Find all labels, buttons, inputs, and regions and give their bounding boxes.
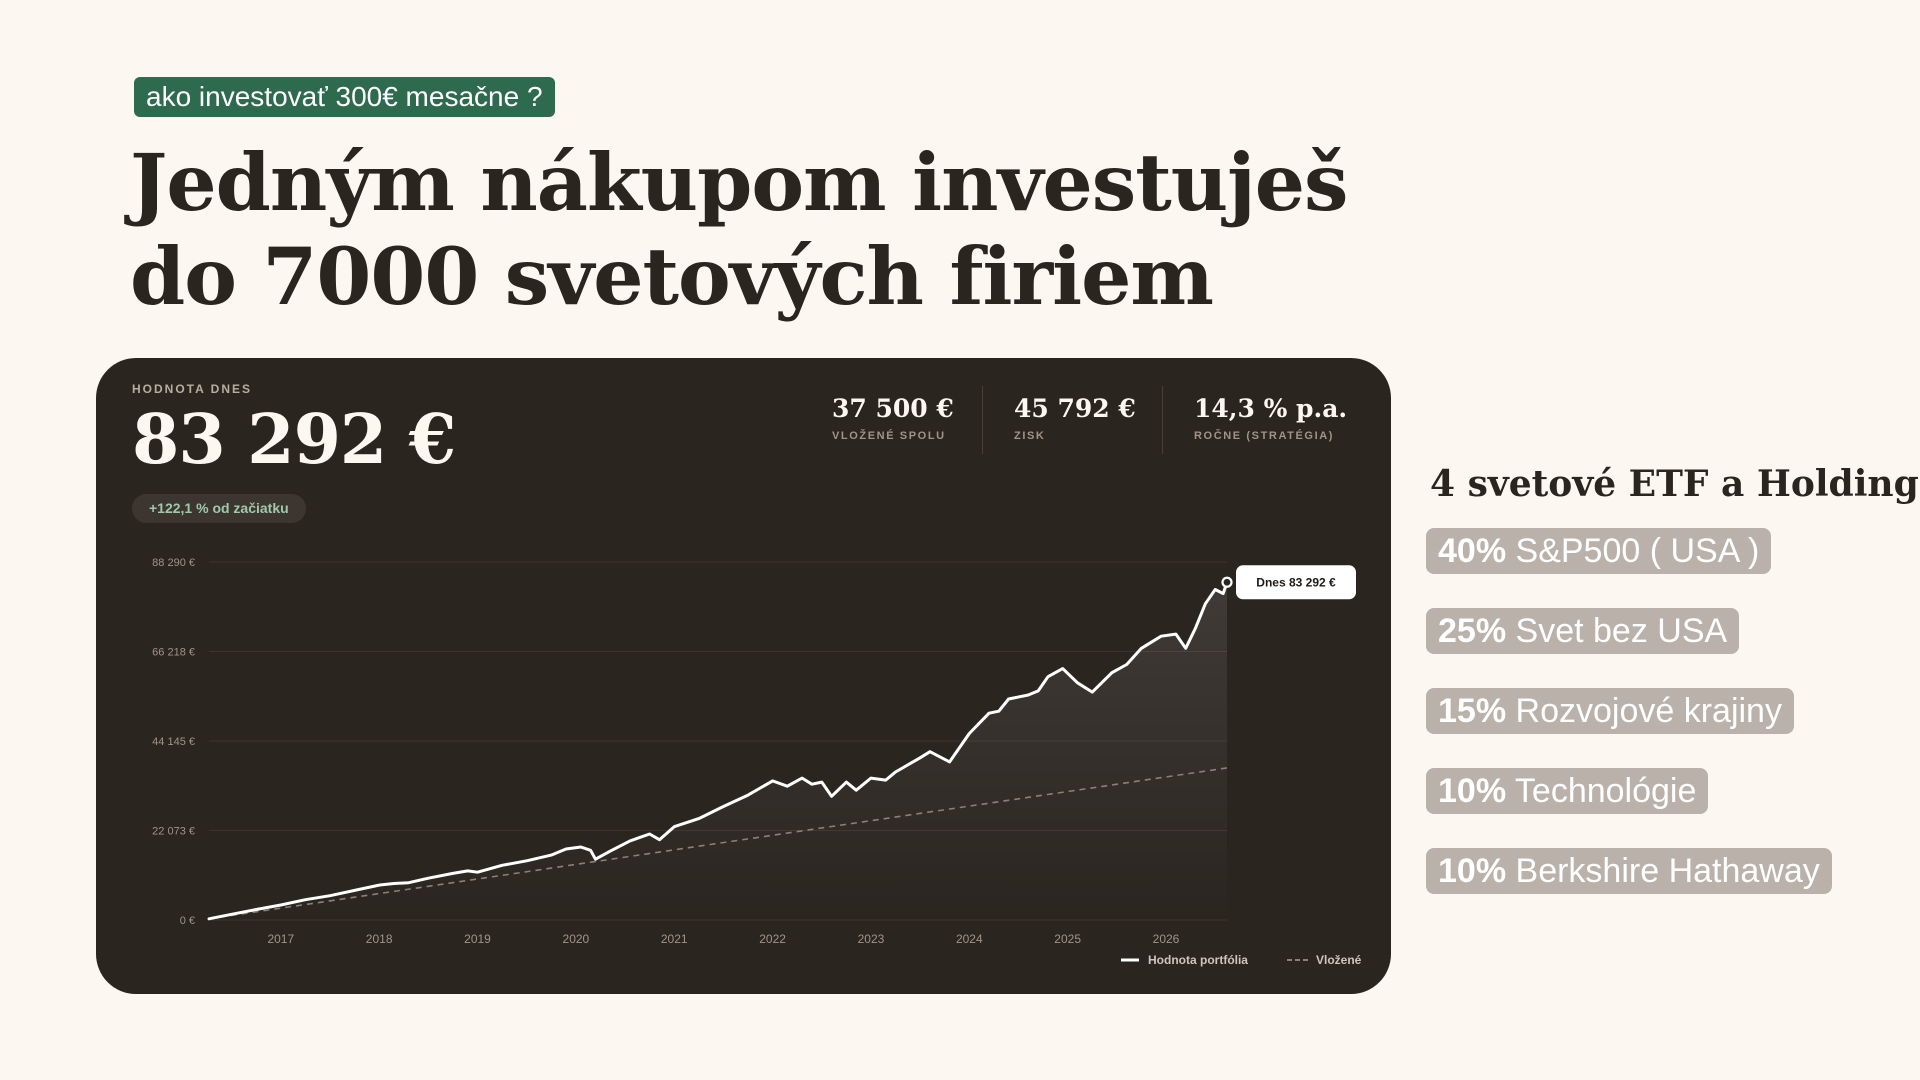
y-tick-label: 22 073 € (152, 825, 195, 837)
etf-item-emerging: 15% Rozvojové krajiny (1426, 688, 1794, 734)
x-tick-label: 2018 (366, 932, 393, 946)
stat-annual-value: 14,3 % p.a. (1194, 394, 1348, 423)
etf-item-percent: 25% (1438, 612, 1507, 650)
x-tick-label: 2026 (1153, 932, 1180, 946)
legend-label-invested: Vložené (1316, 953, 1362, 967)
etf-item-percent: 10% (1438, 772, 1507, 810)
callout-box (1236, 565, 1356, 600)
etf-item-name: Technológie (1514, 772, 1697, 810)
stat-invested-value: 37 500 € (832, 394, 954, 423)
stat-annual: 14,3 % p.a. ROČNE (STRATÉGIA) (1194, 394, 1347, 442)
etf-item-name: Svet bez USA (1515, 612, 1728, 650)
etf-title: 4 svetové ETF a Holding (1430, 463, 1919, 505)
portfolio-line (207, 580, 1229, 921)
etf-item-name: S&P500 ( USA ) (1515, 532, 1760, 570)
y-tick-label: 88 290 € (152, 557, 195, 569)
portfolio-area (209, 582, 1227, 920)
portfolio-card: HODNOTA DNES 83 292 € +122,1 % od začiat… (96, 358, 1391, 994)
title-line-1: Jedným nákupom investuješ (130, 136, 1348, 229)
change-badge: +122,1 % od začiatku (132, 494, 306, 523)
stat-profit-label: ZISK (1014, 430, 1046, 442)
stat-invested-label: VLOŽENÉ SPOLU (832, 430, 946, 442)
etf-item-percent: 15% (1438, 692, 1507, 730)
stat-divider (1162, 386, 1163, 454)
etf-item-world-ex-usa: 25% Svet bez USA (1426, 608, 1740, 654)
x-tick-label: 2024 (956, 932, 983, 946)
stat-invested: 37 500 € VLOŽENÉ SPOLU (832, 394, 954, 442)
stat-divider (982, 386, 983, 454)
page-title: Jedným nákupom investuješ do 7000 svetov… (130, 136, 1348, 324)
x-tick-label: 2020 (563, 932, 590, 946)
etf-item-name: Berkshire Hathaway (1515, 852, 1820, 890)
legend-label-portfolio: Hodnota portfólia (1148, 953, 1248, 967)
stat-profit-value: 45 792 € (1014, 394, 1136, 423)
x-tick-label: 2019 (464, 932, 491, 946)
x-tick-label: 2021 (661, 932, 688, 946)
etf-item-berkshire: 10% Berkshire Hathaway (1426, 848, 1832, 894)
etf-item-percent: 10% (1438, 852, 1507, 890)
etf-item-sp500: 40% S&P500 ( USA ) (1426, 528, 1772, 574)
x-tick-label: 2022 (759, 932, 786, 946)
etf-item-technology: 10% Technológie (1426, 768, 1709, 814)
x-tick-label: 2023 (858, 932, 885, 946)
y-tick-label: 44 145 € (152, 736, 195, 748)
etf-item-percent: 40% (1438, 532, 1507, 570)
y-tick-label: 0 € (180, 915, 195, 927)
x-tick-label: 2017 (267, 932, 294, 946)
etf-item-name: Rozvojové krajiny (1515, 692, 1782, 730)
stat-profit: 45 792 € ZISK (1014, 394, 1136, 442)
portfolio-chart: 0 € 22 073 € 44 145 € 66 218 € 88 290 € 2017 2… (152, 557, 1362, 967)
topic-tag: ako investovať 300€ mesačne ? (134, 77, 555, 117)
end-marker (1221, 576, 1233, 588)
value-label: HODNOTA DNES (132, 382, 252, 396)
callout-label: Dnes 83 292 € (1256, 575, 1336, 589)
stat-annual-label: ROČNE (STRATÉGIA) (1194, 430, 1335, 442)
title-line-2: do 7000 svetových firiem (130, 230, 1214, 323)
y-tick-label: 66 218 € (152, 646, 195, 658)
x-tick-label: 2025 (1054, 932, 1081, 946)
portfolio-value: 83 292 € (132, 400, 456, 480)
